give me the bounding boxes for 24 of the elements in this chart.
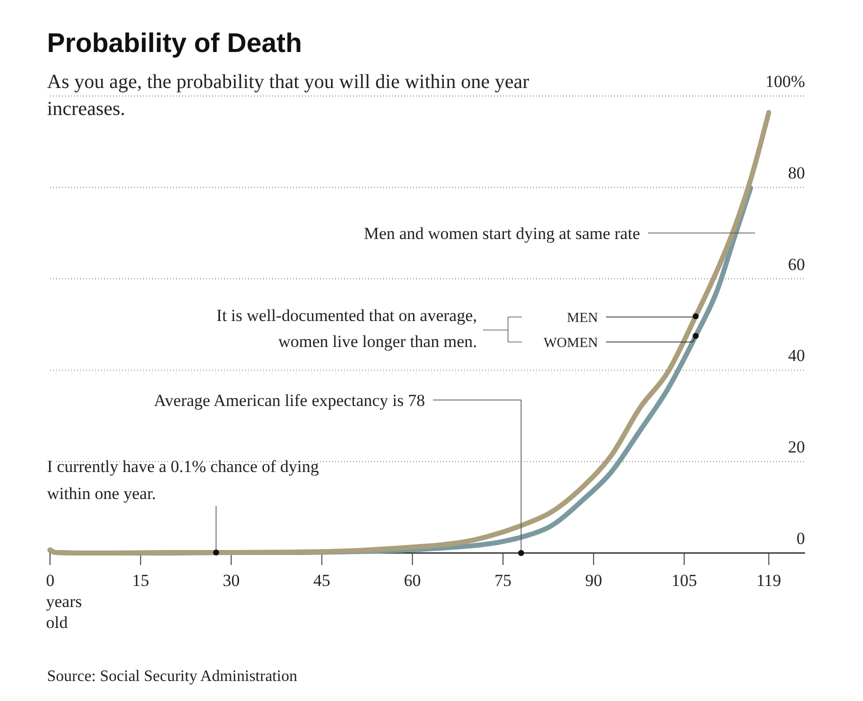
chart-subtitle: As you age, the probability that you will die within one year increases. <box>47 71 530 120</box>
x-tick-label: 90 <box>585 571 602 590</box>
annotation: Men and women start dying at same rate <box>364 224 640 243</box>
annotation: Average American life expectancy is 78 <box>154 391 425 410</box>
x-tick-label: 119 <box>756 571 782 590</box>
text: MEN <box>566 311 598 326</box>
x-tick-label: 75 <box>494 571 512 590</box>
y-tick-label: 0 <box>796 529 805 548</box>
y-tick-label: 40 <box>788 346 805 366</box>
source-note: Source: Social Security Administration <box>47 668 298 685</box>
x-tick-label: 45 <box>313 571 330 590</box>
y-tick-label: 60 <box>788 254 805 274</box>
x-tick-label: 105 <box>671 571 697 590</box>
text: WOMEN <box>544 336 598 351</box>
y-tick-label: 20 <box>788 438 805 457</box>
x-tick-label: 60 <box>404 571 421 590</box>
y-tick-label: 100% <box>765 72 805 91</box>
annotation: It is well-documented that on average, women live longer than men. <box>216 306 477 351</box>
chart-title: Probability of Death <box>47 28 302 58</box>
annotation: I currently have a 0.1% chance of dying within one year. <box>47 457 320 503</box>
y-tick-label: 80 <box>788 163 805 182</box>
x-tick-label: 30 <box>222 571 240 590</box>
x-tick-label: 15 <box>132 571 150 590</box>
x-tick-label: 0 years old <box>46 571 82 632</box>
